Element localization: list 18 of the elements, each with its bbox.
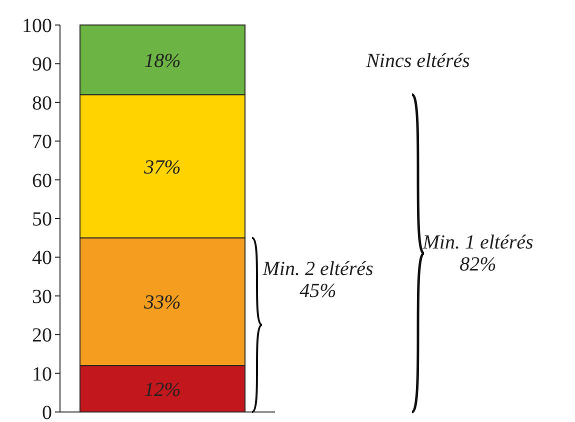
y-tick-label: 60 xyxy=(32,170,52,192)
y-tick-label: 100 xyxy=(22,15,52,37)
y-tick-label: 90 xyxy=(32,54,52,76)
data-label: 18% xyxy=(144,50,181,72)
y-tick-label: 70 xyxy=(32,131,52,154)
y-tick-label: 10 xyxy=(32,363,52,386)
data-label: 37% xyxy=(143,156,181,178)
y-tick-label: 0 xyxy=(42,402,52,422)
y-tick-label: 50 xyxy=(32,208,52,230)
y-tick-label: 30 xyxy=(32,286,52,308)
text: Min. 1 eltérés 82% xyxy=(422,231,534,276)
y-tick-label: 80 xyxy=(32,92,52,114)
text: Min. 2 eltérés 45% xyxy=(262,258,374,302)
y-tick-label: 40 xyxy=(32,247,52,270)
data-label: 12% xyxy=(144,378,181,401)
y-tick-label: 20 xyxy=(32,324,52,347)
data-label: 33% xyxy=(143,292,181,314)
text: Nincs eltérés xyxy=(365,50,470,72)
